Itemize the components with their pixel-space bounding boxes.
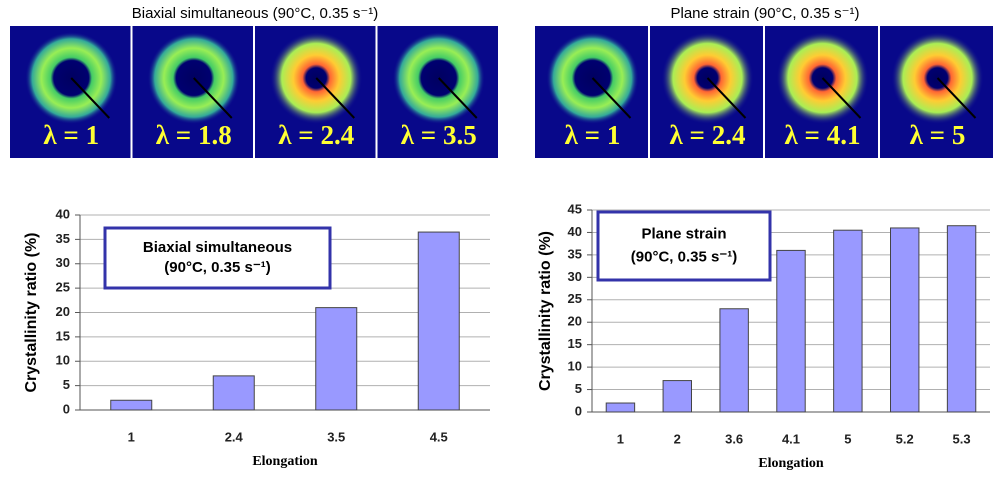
x-tick-label: 1 <box>128 429 135 444</box>
annotation-text: (90°C, 0.35 s⁻¹) <box>164 259 270 276</box>
strain-label: λ = 2.4 <box>278 120 354 150</box>
y-tick-label: 45 <box>568 201 582 216</box>
strain-label: λ = 1 <box>565 120 621 150</box>
y-tick-label: 0 <box>63 401 70 416</box>
y-tick-label: 10 <box>56 353 70 368</box>
x-tick-label: 5.2 <box>896 431 914 446</box>
x-tick-label: 5 <box>844 431 851 446</box>
bar <box>890 227 920 413</box>
x-tick-label: 4.5 <box>430 429 448 444</box>
y-tick-label: 30 <box>568 269 582 284</box>
annotation-text: Biaxial simultaneous <box>143 239 292 256</box>
strain-label: λ = 5 <box>910 120 966 150</box>
x-tick-label: 2 <box>674 431 681 446</box>
x-tick-label: 3.5 <box>327 429 345 444</box>
beam-stop <box>591 77 632 119</box>
y-tick-label: 30 <box>56 255 70 270</box>
beam-stop <box>70 77 110 119</box>
bar <box>212 375 255 411</box>
x-tick-label: 5.3 <box>953 431 971 446</box>
annotation-text: Plane strain <box>641 226 726 243</box>
x-axis-title: Elongation <box>758 456 824 471</box>
y-tick-label: 35 <box>56 231 70 246</box>
strip-title: Biaxial simultaneous (90°C, 0.35 s⁻¹) <box>132 5 379 22</box>
x-tick-label: 1 <box>617 431 624 446</box>
bar <box>662 380 692 413</box>
annotation-box <box>596 210 772 282</box>
y-axis-title: Crystallinity ratio (%) <box>537 231 554 391</box>
strain-label: λ = 1 <box>43 120 99 150</box>
beam-stop <box>936 77 977 119</box>
annotation-box <box>103 226 332 290</box>
bar <box>833 229 863 413</box>
strain-label: λ = 1.8 <box>156 120 232 150</box>
annotation-text: (90°C, 0.35 s⁻¹) <box>631 248 737 265</box>
strip-title: Plane strain (90°C, 0.35 s⁻¹) <box>671 5 860 22</box>
x-tick-label: 2.4 <box>225 429 244 444</box>
bar <box>776 249 806 413</box>
bar <box>315 307 358 411</box>
beam-stop <box>821 77 862 119</box>
bar <box>719 308 749 413</box>
y-tick-label: 15 <box>56 328 70 343</box>
beam-stop <box>193 77 233 119</box>
x-tick-label: 3.6 <box>725 431 743 446</box>
y-tick-label: 35 <box>568 246 582 261</box>
y-tick-label: 15 <box>568 336 582 351</box>
y-axis-title: Crystallinity ratio (%) <box>23 232 40 392</box>
y-tick-label: 5 <box>63 377 70 392</box>
y-tick-label: 5 <box>575 381 582 396</box>
bar <box>946 225 977 413</box>
y-tick-label: 10 <box>568 359 582 374</box>
x-axis-title: Elongation <box>252 454 318 469</box>
y-tick-label: 20 <box>56 304 70 319</box>
x-tick-label: 4.1 <box>782 431 800 446</box>
beam-stop <box>706 77 747 119</box>
y-tick-label: 40 <box>56 206 70 221</box>
beam-stop <box>438 77 478 119</box>
strain-label: λ = 2.4 <box>670 120 746 150</box>
strain-label: λ = 4.1 <box>785 120 861 150</box>
beam-stop <box>315 77 355 119</box>
bar <box>417 231 460 411</box>
bar <box>110 399 153 411</box>
bar <box>605 402 636 413</box>
y-tick-label: 20 <box>568 314 582 329</box>
y-tick-label: 0 <box>575 403 582 418</box>
y-tick-label: 40 <box>568 224 582 239</box>
strain-label: λ = 3.5 <box>401 120 477 150</box>
y-tick-label: 25 <box>568 291 582 306</box>
y-tick-label: 25 <box>56 280 70 295</box>
